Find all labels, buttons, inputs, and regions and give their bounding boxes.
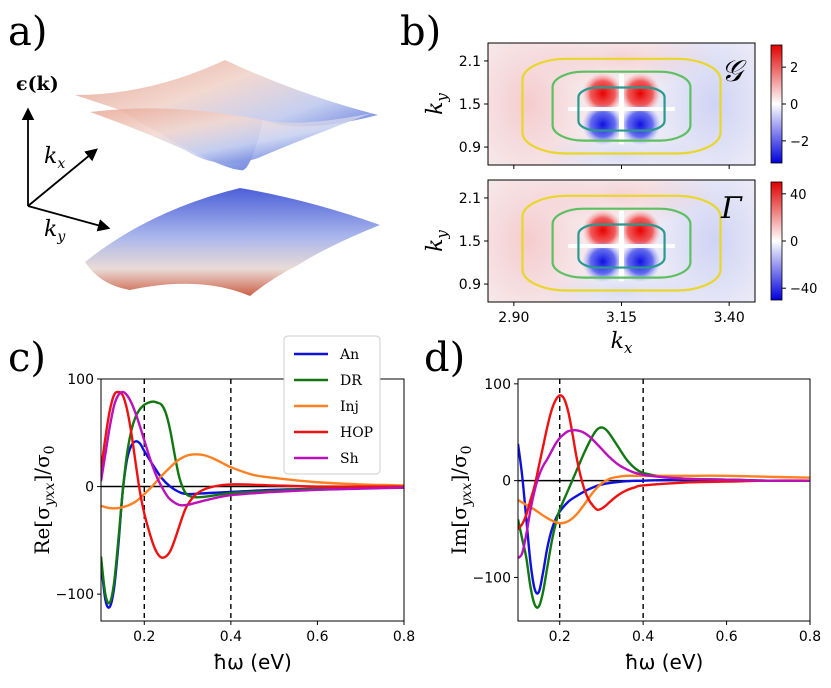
contour-2 xyxy=(577,86,666,132)
x-axis-label: kx xyxy=(611,329,633,357)
y-axis-label: ky xyxy=(423,93,451,115)
lobe-upper-left xyxy=(582,209,624,252)
y-axis-label: ky xyxy=(423,230,451,252)
xtick-label: 0.6 xyxy=(306,629,328,645)
plot-frame xyxy=(100,378,405,622)
ytick-label: 0.9 xyxy=(459,140,481,156)
contour-1 xyxy=(551,70,692,142)
chart-real-conductivity: 0.2 0.4 0.6 0.8 100 0 −100 ħω (eV) Re[σyxx]/σ0 An… xyxy=(30,335,415,674)
series-line-an xyxy=(518,443,810,595)
background-lobe xyxy=(528,43,715,89)
legend-label-sh: Sh xyxy=(340,451,359,467)
ytick-label: 2.1 xyxy=(459,54,481,70)
lobe-upper-left xyxy=(582,72,624,115)
kx-axis-label: kx xyxy=(44,144,65,172)
colorbar-tick-label: 0 xyxy=(790,98,798,113)
x-axis-label: ħω (eV) xyxy=(213,650,292,674)
ytick-label: 0.9 xyxy=(459,277,481,293)
energy-axis-label: ϵ(k) xyxy=(16,73,59,95)
upper-band-rim xyxy=(90,108,372,164)
colorbar xyxy=(770,44,783,164)
colorbar-tick-label: 40 xyxy=(790,188,807,203)
xtick-label: 3.15 xyxy=(606,310,637,326)
xtick-label: 2.90 xyxy=(498,310,529,326)
ytick-label: 2.1 xyxy=(459,191,481,207)
xtick-label: 0.2 xyxy=(133,629,155,645)
xtick-label: 0.4 xyxy=(632,629,654,645)
ytick-label: 1.5 xyxy=(459,234,481,250)
heatmap-field xyxy=(488,43,755,165)
series-line-dr xyxy=(101,400,404,605)
colorbar-tick-label: −40 xyxy=(790,282,817,297)
heatmap-gamma: Γ 2.1 1.5 0.9 2.90 3.15 3.40 ky kx 40 0 −40 xyxy=(423,179,817,357)
ky-axis-arrow xyxy=(27,205,111,232)
panel-label-d: d) xyxy=(424,335,466,381)
lobe-divider-horizontal xyxy=(568,244,675,249)
series-line-sh xyxy=(518,428,810,559)
legend-label-inj: Inj xyxy=(340,399,359,415)
contour-0 xyxy=(521,57,722,155)
legend-box xyxy=(283,335,381,475)
xtick-label: 0.4 xyxy=(220,629,242,645)
band-surfaces xyxy=(75,60,380,296)
lobe-lower-left xyxy=(582,240,624,283)
contour-1 xyxy=(551,207,692,279)
contour-2 xyxy=(577,223,666,269)
y-axis-label: Im[σyxx]/σ0 xyxy=(447,445,475,554)
plot-area xyxy=(518,379,810,621)
lobe-lower-right xyxy=(619,240,661,283)
lobe-upper-right xyxy=(619,209,661,252)
xtick-label: 0.8 xyxy=(799,629,821,645)
series-line-inj xyxy=(101,453,404,510)
lobe-lower-right xyxy=(619,103,661,146)
legend-label-an: An xyxy=(339,347,359,363)
ytick-label: 100 xyxy=(67,372,94,388)
plot-area xyxy=(101,379,404,621)
background-lobe xyxy=(541,130,702,165)
lobe-upper-right xyxy=(619,72,661,115)
x-axis-label: ħω (eV) xyxy=(625,650,704,674)
legend-label-dr: DR xyxy=(340,373,362,389)
panel-label-a: a) xyxy=(8,9,48,55)
series-line-inj xyxy=(518,474,810,525)
panel-label-b: b) xyxy=(400,9,442,55)
ytick-label: −100 xyxy=(473,570,511,586)
lobe-divider-horizontal xyxy=(568,107,675,112)
ytick-label: 0 xyxy=(85,480,94,496)
corner-symbol: Γ xyxy=(720,191,743,226)
legend-label-hop: HOP xyxy=(340,425,373,441)
colorbar-tick-label: 0 xyxy=(790,235,798,250)
series-line-sh xyxy=(101,390,404,507)
background-lobe xyxy=(541,267,702,302)
xtick-label: 0.2 xyxy=(549,629,571,645)
lower-band-surface xyxy=(85,188,380,296)
ytick-label: 0 xyxy=(502,474,511,490)
xtick-label: 3.40 xyxy=(714,310,745,326)
background-lobe xyxy=(528,180,715,226)
colorbar-tick-label: 2 xyxy=(790,61,798,76)
ky-axis-label: ky xyxy=(44,217,66,245)
kx-axis-arrow xyxy=(27,148,98,207)
y-axis-label: Re[σyxx]/σ0 xyxy=(30,445,58,554)
plot-frame xyxy=(517,378,811,622)
series-line-dr xyxy=(518,426,810,609)
colorbar xyxy=(770,181,783,301)
ytick-label: −100 xyxy=(56,587,94,603)
panel-label-c: c) xyxy=(8,335,47,381)
axes-3d xyxy=(21,107,111,232)
xtick-label: 0.6 xyxy=(715,629,737,645)
ytick-label: 1.5 xyxy=(459,97,481,113)
ytick-label: 100 xyxy=(484,377,511,393)
series-line-hop xyxy=(518,394,810,530)
xtick-label: 0.8 xyxy=(393,629,415,645)
contour-0 xyxy=(521,194,722,292)
heatmap-field xyxy=(488,180,755,302)
chart-imag-conductivity: 0.2 0.4 0.6 0.8 100 0 −100 ħω (eV) Im[σyxx]/σ0 xyxy=(447,377,821,674)
colorbar-tick-label: −2 xyxy=(790,135,809,150)
lobe-lower-left xyxy=(582,103,624,146)
